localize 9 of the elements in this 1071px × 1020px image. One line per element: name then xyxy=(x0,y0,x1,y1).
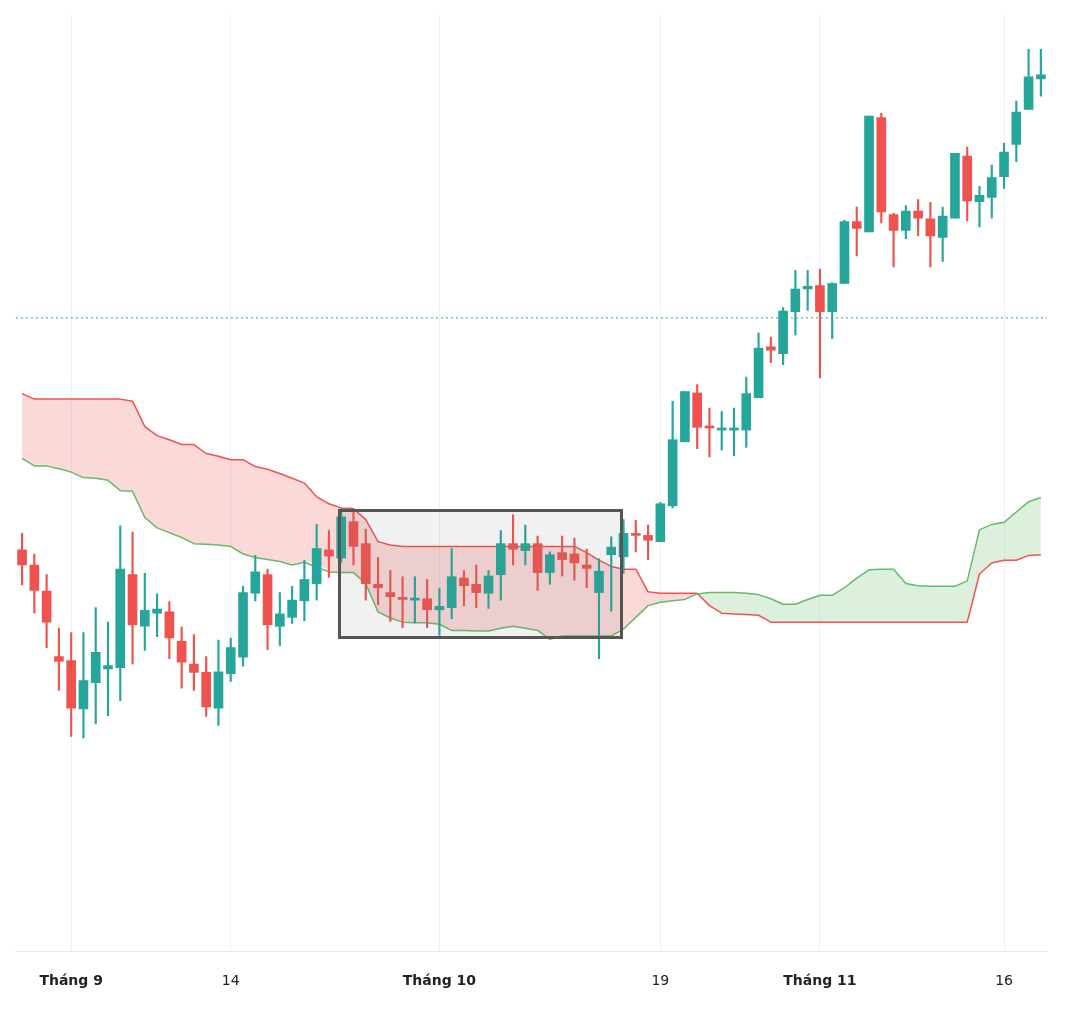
candlestick xyxy=(78,632,89,739)
x-tick-label: 19 xyxy=(651,972,670,989)
candlestick xyxy=(888,212,899,268)
x-tick-label: 14 xyxy=(221,972,240,989)
x-tick-label: Tháng 11 xyxy=(783,972,857,989)
x-tick-label: Tháng 9 xyxy=(39,972,103,989)
candlestick xyxy=(974,186,985,228)
x-tick-label: Tháng 10 xyxy=(402,972,477,989)
x-tick-label: 16 xyxy=(995,972,1014,989)
